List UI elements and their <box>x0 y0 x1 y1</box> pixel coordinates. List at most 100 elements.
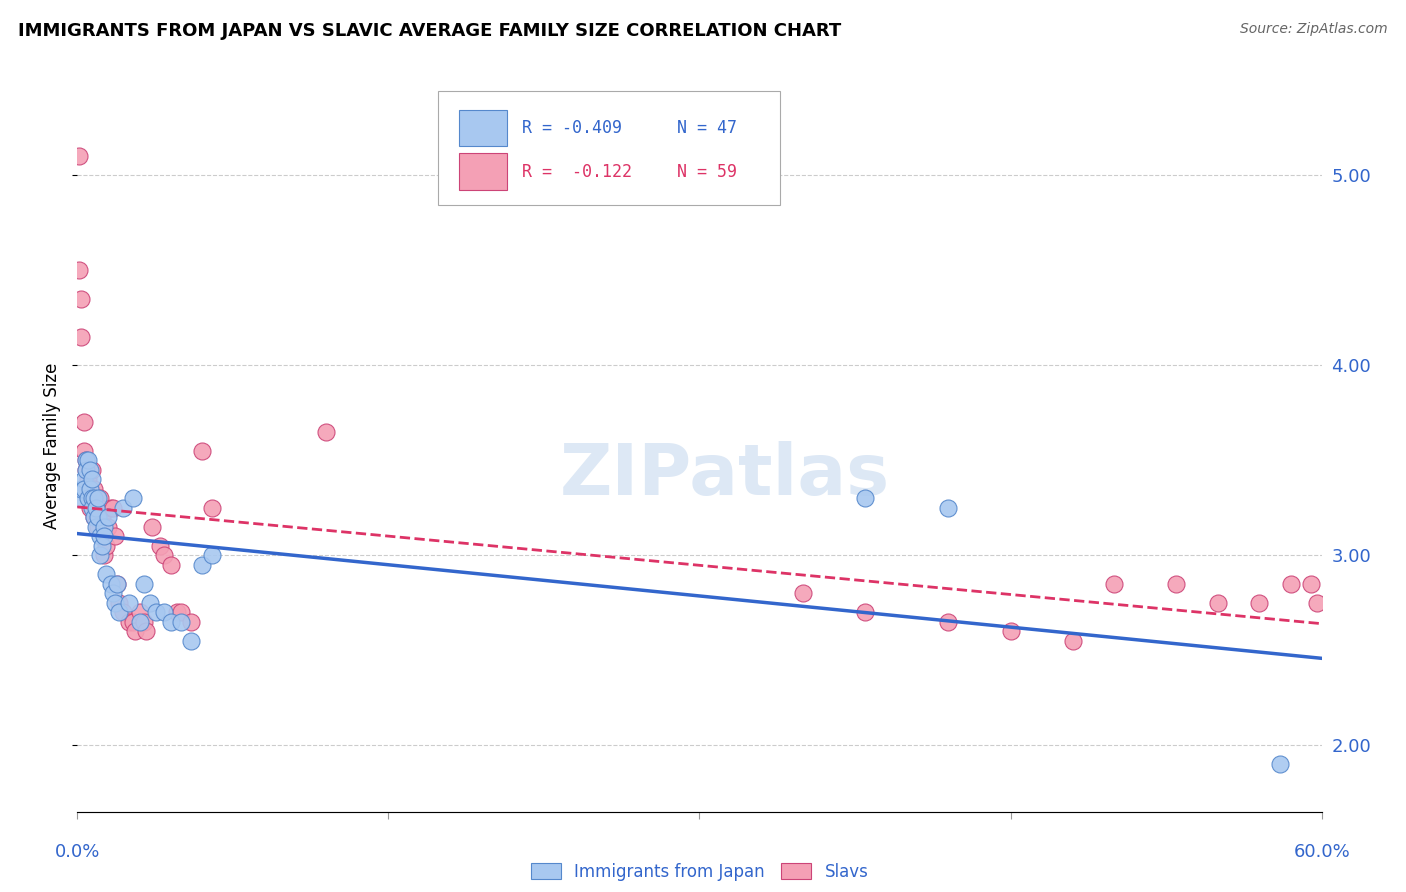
Point <box>153 548 176 562</box>
Point <box>159 615 181 629</box>
Point <box>1166 576 1188 591</box>
Point <box>70 292 93 306</box>
Point <box>1104 576 1126 591</box>
Point <box>75 463 97 477</box>
Point <box>111 500 134 515</box>
Point <box>104 529 127 543</box>
Text: 60.0%: 60.0% <box>1294 843 1350 861</box>
Point <box>128 615 150 629</box>
Point <box>315 425 337 439</box>
Point <box>170 605 193 619</box>
Point <box>201 500 224 515</box>
Point <box>108 596 131 610</box>
FancyBboxPatch shape <box>460 110 506 146</box>
Point <box>75 463 97 477</box>
Point <box>83 482 105 496</box>
Point <box>180 633 202 648</box>
Point <box>132 576 155 591</box>
Point <box>855 491 877 506</box>
Point <box>79 500 101 515</box>
Point <box>80 491 103 506</box>
Point <box>100 500 122 515</box>
Point <box>91 539 114 553</box>
Point <box>139 596 162 610</box>
Point <box>89 529 111 543</box>
Point <box>1062 633 1084 648</box>
Point <box>79 491 101 506</box>
Point <box>89 500 111 515</box>
Point <box>100 576 122 591</box>
Point <box>101 500 124 515</box>
Point <box>108 605 131 619</box>
FancyBboxPatch shape <box>439 91 780 204</box>
Point <box>83 510 105 524</box>
Point <box>122 491 145 506</box>
Point <box>122 615 145 629</box>
Point <box>96 539 118 553</box>
Point <box>141 520 163 534</box>
Point <box>792 586 814 600</box>
Point <box>170 615 193 629</box>
Point <box>111 605 134 619</box>
Text: R =  -0.122: R = -0.122 <box>522 162 631 181</box>
Point <box>180 615 202 629</box>
Point <box>79 463 101 477</box>
Point <box>153 605 176 619</box>
Point <box>938 615 960 629</box>
Point <box>93 529 115 543</box>
Point <box>80 491 103 506</box>
Point <box>1301 576 1323 591</box>
Text: R = -0.409: R = -0.409 <box>522 119 621 136</box>
Point <box>1000 624 1022 639</box>
Text: ZIPatlas: ZIPatlas <box>560 441 890 509</box>
Point <box>80 463 103 477</box>
Text: 0.0%: 0.0% <box>55 843 100 861</box>
Point <box>87 510 110 524</box>
Point <box>89 491 111 506</box>
Y-axis label: Average Family Size: Average Family Size <box>44 363 62 529</box>
Point <box>104 596 127 610</box>
Point <box>97 520 120 534</box>
Point <box>93 548 115 562</box>
Point <box>191 443 214 458</box>
FancyBboxPatch shape <box>460 153 506 190</box>
Point <box>201 548 224 562</box>
Point <box>149 539 172 553</box>
Point <box>72 443 94 458</box>
Point <box>87 520 110 534</box>
Point <box>1306 596 1329 610</box>
Point <box>67 491 90 506</box>
Text: IMMIGRANTS FROM JAPAN VS SLAVIC AVERAGE FAMILY SIZE CORRELATION CHART: IMMIGRANTS FROM JAPAN VS SLAVIC AVERAGE … <box>18 22 842 40</box>
Point <box>132 615 155 629</box>
Point <box>76 491 98 506</box>
Point <box>67 149 90 163</box>
Point <box>72 415 94 429</box>
Point <box>91 510 114 524</box>
Legend: Immigrants from Japan, Slavs: Immigrants from Japan, Slavs <box>524 856 875 888</box>
Point <box>1249 596 1271 610</box>
Point <box>166 605 188 619</box>
Point <box>75 453 97 467</box>
Point <box>93 520 115 534</box>
Point <box>145 605 167 619</box>
Point <box>72 482 94 496</box>
Text: N = 47: N = 47 <box>678 119 737 136</box>
Point <box>84 500 107 515</box>
Point <box>96 567 118 582</box>
Point <box>83 510 105 524</box>
Point <box>76 453 98 467</box>
Point <box>855 605 877 619</box>
Point <box>84 510 107 524</box>
Point <box>124 624 146 639</box>
Point <box>75 453 97 467</box>
Point <box>128 605 150 619</box>
Point <box>80 500 103 515</box>
Point <box>84 500 107 515</box>
Point <box>135 624 157 639</box>
Point <box>80 472 103 486</box>
Point <box>70 330 93 344</box>
Point <box>159 558 181 572</box>
Point <box>938 500 960 515</box>
Point <box>72 472 94 486</box>
Point <box>1279 576 1302 591</box>
